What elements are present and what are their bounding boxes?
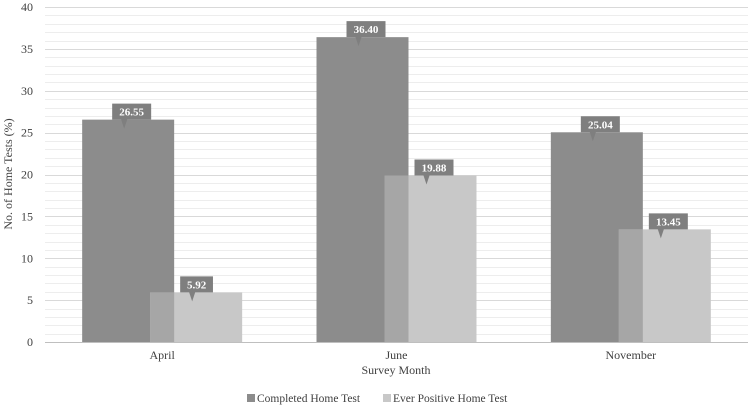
data-label-box (112, 103, 152, 129)
data-label-box (346, 21, 386, 47)
data-label: 13.45 (656, 216, 681, 228)
x-tick-labels: April June November (149, 348, 656, 362)
data-label-box (180, 276, 213, 302)
x-tick-label: June (386, 348, 408, 362)
data-label-box (580, 116, 620, 142)
y-tick-label: 5 (27, 293, 33, 307)
legend-swatch-positive (383, 394, 391, 402)
y-tick-label: 25 (21, 126, 33, 140)
bar-overlap (150, 292, 175, 342)
data-label: 25.04 (588, 119, 613, 131)
data-label-box (414, 159, 454, 185)
bar-overlap (618, 229, 643, 342)
y-tick-label: 20 (21, 168, 33, 182)
x-tick-label: November (606, 348, 657, 362)
y-tick-label: 0 (27, 335, 33, 349)
y-axis-title: No. of Home Tests (%) (1, 118, 15, 229)
legend-swatch-completed (247, 394, 255, 402)
data-label-box (648, 213, 688, 239)
legend: Completed Home Test Ever Positive Home T… (247, 393, 508, 405)
y-tick-label: 35 (21, 42, 33, 56)
data-label: 5.92 (187, 279, 207, 291)
legend-label-positive: Ever Positive Home Test (393, 393, 508, 405)
data-labels: 26.55 5.92 36.40 19.88 25.04 13.45 (112, 21, 688, 302)
x-tick-label: April (149, 348, 175, 362)
data-label: 36.40 (354, 24, 379, 36)
y-tick-labels: 0 5 10 15 20 25 30 35 40 (21, 0, 33, 349)
legend-label-completed: Completed Home Test (257, 393, 361, 405)
x-axis-title: Survey Month (362, 363, 431, 377)
y-tick-label: 10 (21, 251, 33, 265)
y-tick-label: 40 (21, 0, 33, 14)
bar-overlap (384, 175, 409, 342)
data-label: 26.55 (119, 107, 144, 119)
data-label: 19.88 (422, 163, 447, 175)
y-tick-label: 30 (21, 84, 33, 98)
bars (82, 37, 711, 343)
y-tick-label: 15 (21, 209, 33, 223)
